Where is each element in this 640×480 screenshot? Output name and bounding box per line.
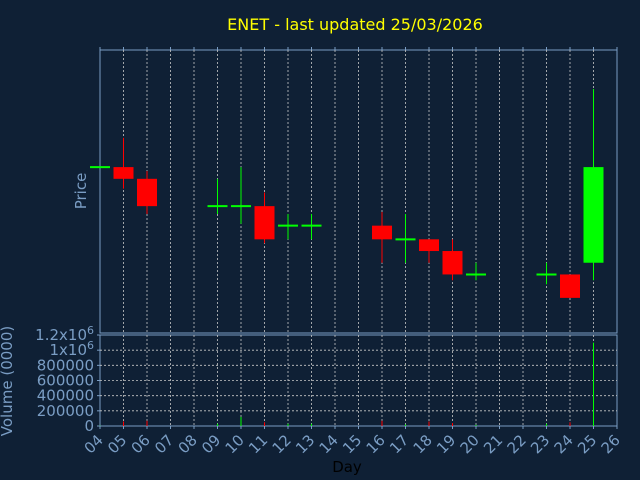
volume-y-tick-label: 200000 [37,402,94,420]
x-tick-label: 21 [480,431,506,457]
x-tick-label: 24 [551,431,577,457]
x-tick-label: 26 [598,431,624,457]
x-tick-label: 25 [574,431,600,457]
candle-body [419,239,439,252]
x-tick-label: 16 [363,431,389,457]
candle-body [442,251,463,275]
candle-body [137,178,157,207]
volume-y-tick-label: 0 [84,417,94,435]
volume-y-tick-label: 600000 [37,372,94,390]
volume-y-tick-label: 1.2x106 [35,324,94,344]
x-tick-label: 10 [222,431,248,457]
x-tick-label: 05 [104,431,130,457]
candle-body [113,167,134,179]
price-panel [90,47,618,334]
x-tick-label: 17 [386,431,412,457]
x-tick-label: 08 [175,431,201,457]
chart-title: ENET - last updated 25/03/2026 [227,15,483,34]
x-tick-label: 12 [269,431,295,457]
candle-body [254,206,275,240]
candle-body [372,225,392,240]
x-tick-label: 20 [457,431,483,457]
x-tick-label: 11 [245,431,271,457]
x-tick-label: 09 [198,431,224,457]
x-tick-label: 22 [504,431,530,457]
x-tick-label: 19 [433,431,459,457]
candle-body [560,274,580,298]
x-tick-label: 14 [316,431,342,457]
x-tick-label: 06 [128,431,154,457]
x-tick-label: 07 [151,431,177,457]
x-tick-label: 15 [339,431,365,457]
volume-y-tick-label: 400000 [37,387,94,405]
x-tick-label: 04 [81,431,107,457]
volume-y-tick-label: 800000 [37,356,94,374]
x-axis: 0405060708091011121314151617181920212223… [81,426,624,457]
volume-y-tick-label: 1x106 [49,339,94,359]
x-tick-label: 23 [527,431,553,457]
x-tick-label: 13 [292,431,318,457]
x-tick-label: 18 [410,431,436,457]
x-axis-label: Day [332,458,362,476]
price-axis-label: Price [72,173,90,210]
volume-axis-label: Volume (0000) [0,326,16,436]
candle-body [583,167,604,263]
